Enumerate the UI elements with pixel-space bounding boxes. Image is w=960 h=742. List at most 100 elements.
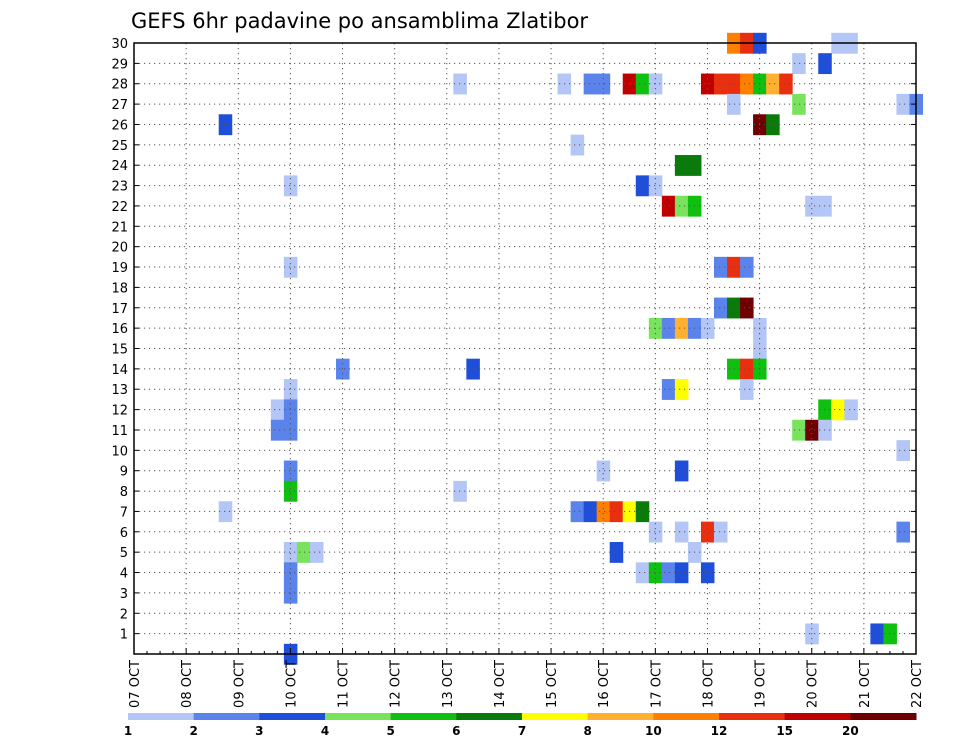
heatmap-cell xyxy=(583,73,598,95)
y-tick-label: 11 xyxy=(111,424,128,439)
heatmap-cell xyxy=(896,440,910,462)
legend-label: 8 xyxy=(583,724,591,738)
y-tick-label: 22 xyxy=(111,200,128,215)
heatmap-cell xyxy=(283,379,298,400)
legend-swatch xyxy=(522,713,589,720)
legend-swatch xyxy=(784,713,851,720)
y-tick-label: 29 xyxy=(111,57,128,72)
heatmap-cell xyxy=(609,501,624,523)
heatmap-cell xyxy=(218,114,233,136)
chart-title: GEFS 6hr padavine po ansamblima Zlatibor xyxy=(131,9,588,33)
legend-label: 1 xyxy=(124,724,132,738)
y-tick-label: 28 xyxy=(111,78,128,93)
y-tick-label: 9 xyxy=(120,465,128,480)
x-tick-label: 18 OCT xyxy=(702,660,717,708)
heatmap-cell xyxy=(792,53,806,75)
heatmap-cell xyxy=(713,73,728,95)
y-tick-label: 30 xyxy=(111,37,128,52)
legend-swatch xyxy=(587,713,654,720)
heatmap-cell xyxy=(896,521,910,543)
y-tick-label: 23 xyxy=(111,180,128,195)
heatmap-cell xyxy=(713,521,728,543)
heatmap-cell xyxy=(309,541,324,563)
heatmap-cell xyxy=(635,73,650,95)
heatmap-cell xyxy=(727,297,741,319)
x-axis-ticks: 07 OCT 08 OCT 09 OCT 10 OCT 11 OCT 12 OCT 13 O… xyxy=(128,648,925,708)
heatmap-cell xyxy=(674,195,689,217)
heatmap-cell xyxy=(635,175,650,197)
heatmap-cell xyxy=(805,195,819,217)
heatmap-cell xyxy=(740,73,754,95)
y-tick-label: 5 xyxy=(120,546,128,561)
heatmap-cell xyxy=(648,175,663,197)
heatmap-cell xyxy=(296,541,311,563)
heatmap-cells xyxy=(218,32,924,665)
heatmap-cell xyxy=(844,399,858,421)
heatmap-cell xyxy=(740,256,754,278)
legend-label: 15 xyxy=(776,724,793,738)
y-tick-label: 17 xyxy=(111,302,128,317)
legend-label: 7 xyxy=(518,724,526,738)
heatmap-cell xyxy=(648,521,663,543)
legend-swatch xyxy=(259,713,326,720)
heatmap-cell xyxy=(283,399,298,421)
legend-label: 5 xyxy=(386,724,394,738)
legend-label: 4 xyxy=(321,724,329,738)
legend-swatch xyxy=(128,713,195,720)
heatmap-cell xyxy=(661,562,676,584)
legend-label: 3 xyxy=(255,724,263,738)
x-tick-label: 13 OCT xyxy=(441,660,456,708)
x-tick-label: 12 OCT xyxy=(389,660,404,708)
legend-swatch xyxy=(456,713,523,720)
x-tick-label: 21 OCT xyxy=(858,660,873,708)
legend-swatch xyxy=(390,713,457,720)
y-tick-label: 27 xyxy=(111,98,128,113)
grid-lines xyxy=(134,42,916,654)
heatmap-cell xyxy=(283,562,298,584)
y-tick-label: 21 xyxy=(111,220,128,235)
heatmap-cell xyxy=(727,358,741,380)
legend-swatch xyxy=(325,713,392,720)
x-tick-label: 19 OCT xyxy=(754,660,769,708)
heatmap-cell xyxy=(596,501,611,523)
heatmap-cell xyxy=(283,256,298,278)
heatmap-cell xyxy=(674,317,689,339)
heatmap-cell xyxy=(740,297,754,319)
x-tick-label: 11 OCT xyxy=(337,660,352,708)
heatmap-cell xyxy=(635,562,650,584)
heatmap-cell xyxy=(270,419,285,441)
heatmap-cell xyxy=(270,399,285,421)
heatmap-cell xyxy=(661,317,676,339)
heatmap-cell xyxy=(713,256,728,278)
heatmap-cell xyxy=(661,379,676,400)
heatmap-cell xyxy=(766,114,780,136)
heatmap-cell xyxy=(713,297,728,319)
legend-label: 10 xyxy=(645,724,662,738)
y-tick-label: 25 xyxy=(111,139,128,154)
legend-swatch xyxy=(653,713,720,720)
y-tick-label: 14 xyxy=(111,363,128,378)
heatmap-cell xyxy=(740,358,754,380)
legend-swatch xyxy=(850,713,917,720)
y-tick-label: 16 xyxy=(111,322,128,337)
legend-label: 12 xyxy=(711,724,728,738)
color-legend: 1 2 3 4 5 6 7 8 10 12 15 20 xyxy=(124,713,917,738)
legend-swatch xyxy=(719,713,786,720)
y-tick-label: 4 xyxy=(120,567,128,582)
heatmap-cell xyxy=(466,358,480,380)
heatmap-cell xyxy=(674,521,689,543)
x-tick-label: 17 OCT xyxy=(649,660,664,708)
x-tick-label: 20 OCT xyxy=(806,660,821,708)
heatmap-cell xyxy=(674,155,689,176)
heatmap-cell xyxy=(700,562,715,584)
heatmap-cell xyxy=(661,195,676,217)
y-tick-label: 26 xyxy=(111,118,128,133)
heatmap-cell xyxy=(283,460,298,482)
heatmap-cell xyxy=(674,562,689,584)
y-tick-label: 19 xyxy=(111,261,128,276)
y-tick-label: 6 xyxy=(120,526,128,541)
heatmap-cell xyxy=(283,175,298,197)
heatmap-cell xyxy=(674,379,689,400)
heatmap-cell xyxy=(609,541,624,563)
